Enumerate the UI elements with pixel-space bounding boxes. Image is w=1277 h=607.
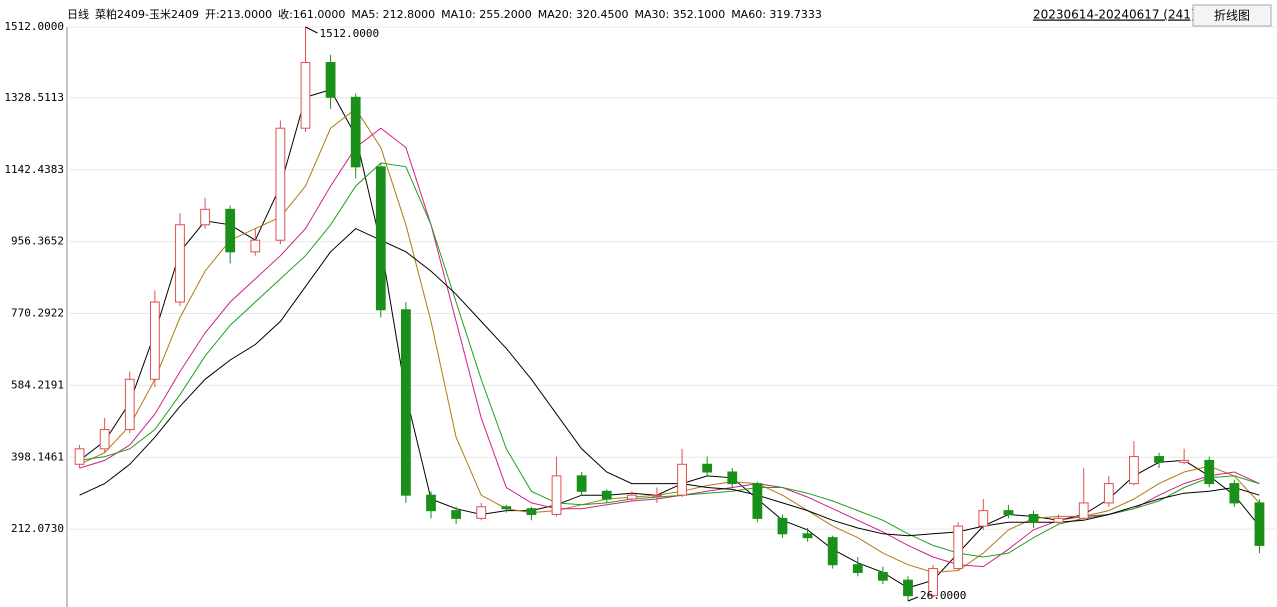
candle-body [124,378,135,431]
candle-body [903,579,913,597]
candle-body [200,208,210,226]
candle-body [1229,483,1240,504]
candle-body [74,448,85,465]
candle-body [1078,502,1089,519]
candle-body [1003,510,1014,515]
candle-body [175,224,185,303]
header-item: MA5: 212.8000 [351,8,435,21]
y-tick-label: 212.0730 [11,522,64,535]
candle-body [250,239,261,253]
header-item: MA60: 319.7333 [731,8,822,21]
candle-body [451,510,462,519]
candle-body [1028,513,1039,523]
button-frame[interactable] [1192,4,1272,27]
candle-body [677,463,687,496]
candle-body [978,510,989,527]
candle-body [777,517,788,535]
candle-body [652,494,662,497]
candle-body [551,475,562,515]
y-tick-label: 1142.4383 [4,163,64,176]
candle-body [300,62,311,129]
line-chart-button[interactable]: 折线图 [1214,8,1250,23]
candle-body [1053,517,1064,523]
header-item: 收:161.0000 [278,7,345,21]
candle-body [752,483,763,519]
candle-body [1204,459,1215,485]
candle-body [1179,459,1190,463]
candle-body [601,490,612,500]
header-item: 开:213.0000 [205,8,272,21]
y-tick-label: 770.2922 [11,307,64,320]
y-tick-label: 584.2191 [11,378,64,391]
header-item: 菜粕2409-玉米2409 [95,7,199,21]
candle-body [626,494,637,500]
candle-body [827,537,838,566]
candle-body [1254,502,1265,546]
y-tick-label: 956.3652 [11,235,64,248]
candle-body [476,506,487,519]
candle-body [928,568,938,597]
candle-body [1154,456,1164,463]
min-annotation: 26.0000 [920,589,966,602]
candle-body [501,506,512,510]
date-range: 20230614-20240617 (241) [1033,8,1196,22]
y-tick-label: 398.1461 [11,450,64,463]
candle-body [325,62,336,98]
header-item: MA20: 320.4500 [538,8,629,21]
annotation-leader [305,26,318,34]
candle-body [526,508,537,515]
candle-body [727,471,738,485]
header-item: MA30: 352.1000 [634,8,725,21]
ma-line [79,127,1260,568]
candle-body [802,533,813,539]
candle-body [426,494,436,512]
candle-body [1103,483,1114,504]
candle-body [953,525,964,570]
candle-body [225,208,236,253]
candle-body [149,301,160,380]
candle-body [350,96,361,168]
y-tick-label: 1512.0000 [4,20,64,33]
candle-body [99,429,110,450]
candle-body [576,475,587,492]
annotation-leader [907,596,919,602]
candle-body [401,309,411,496]
max-annotation: 1512.0000 [319,27,379,40]
header-item: MA10: 255.2000 [441,8,532,21]
candle-body [702,463,713,473]
header-item: 日线 [67,7,89,21]
candle-body [375,166,386,311]
y-tick-label: 1328.5113 [4,91,64,104]
candle-body [275,127,286,241]
candle-body [877,571,888,581]
candle-body [1129,456,1139,485]
ma-line [79,162,1260,558]
candle-body [852,564,863,573]
